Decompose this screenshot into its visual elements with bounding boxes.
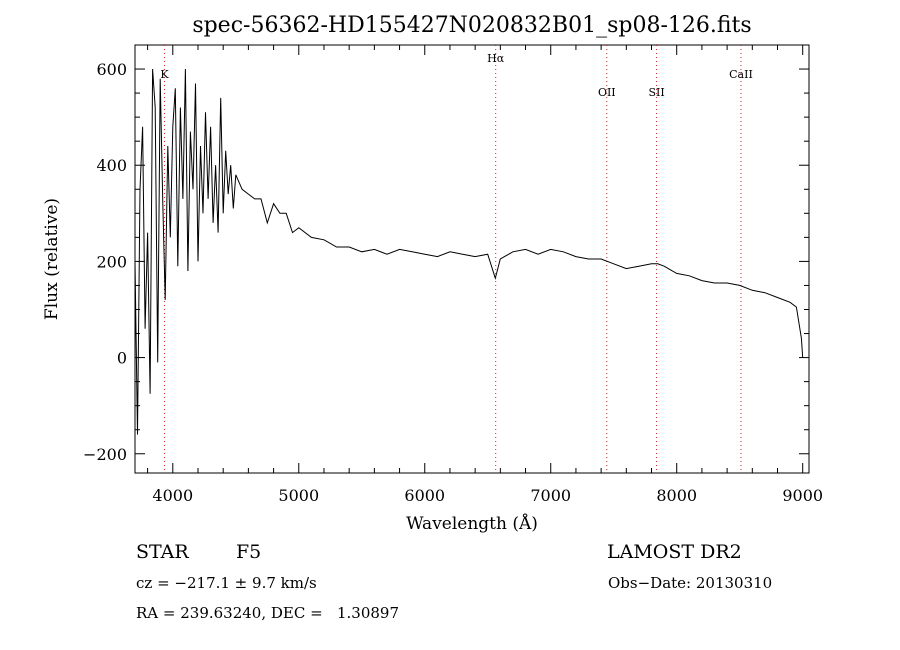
y-tick-label: 400 [96,156,127,175]
coordinates: RA = 239.63240, DEC = 1.30897 [136,604,400,622]
y-tick-label: 0 [117,349,127,368]
spectral-line-markers: K Hα OII SII CaII [160,45,753,473]
obs-date: Obs−Date: 20130310 [608,574,773,592]
spectrum-series-line [134,68,804,435]
major-ticks [135,45,809,473]
x-axis-label: Wavelength (Å) [406,513,538,534]
spectral-line-label: OII [598,86,616,99]
plot-frame [134,44,810,474]
x-tick-label: 8000 [656,486,697,505]
redshift-text: cz = −217.1 ± 9.7 km/s [136,574,317,592]
y-tick-label: 200 [96,252,127,271]
spectral-line-label: CaII [729,68,753,81]
x-tick-label: 7000 [530,486,571,505]
x-tick-label: 6000 [404,486,445,505]
y-axis-label: Flux (relative) [42,198,62,320]
y-tick-label: 600 [96,60,127,79]
survey-name: LAMOST DR2 [607,541,742,563]
y-tick-label: −200 [83,445,127,464]
spectral-line-label: Hα [487,52,505,65]
tick-labels: 4000 5000 6000 7000 8000 9000 −200 0 200 400 600 [83,60,823,505]
x-tick-label: 9000 [782,486,823,505]
x-tick-label: 5000 [278,486,319,505]
object-type: STAR [136,541,189,563]
chart-title: spec-56362-HD155427N020832B01_sp08-126.f… [192,13,751,38]
spectral-line-label: K [160,68,169,81]
spectral-line-label: SII [648,86,664,99]
subclass: F5 [236,541,262,563]
minor-ticks [135,45,809,473]
spectrum-chart: spec-56362-HD155427N020832B01_sp08-126.f… [42,13,823,534]
x-tick-label: 4000 [152,486,193,505]
